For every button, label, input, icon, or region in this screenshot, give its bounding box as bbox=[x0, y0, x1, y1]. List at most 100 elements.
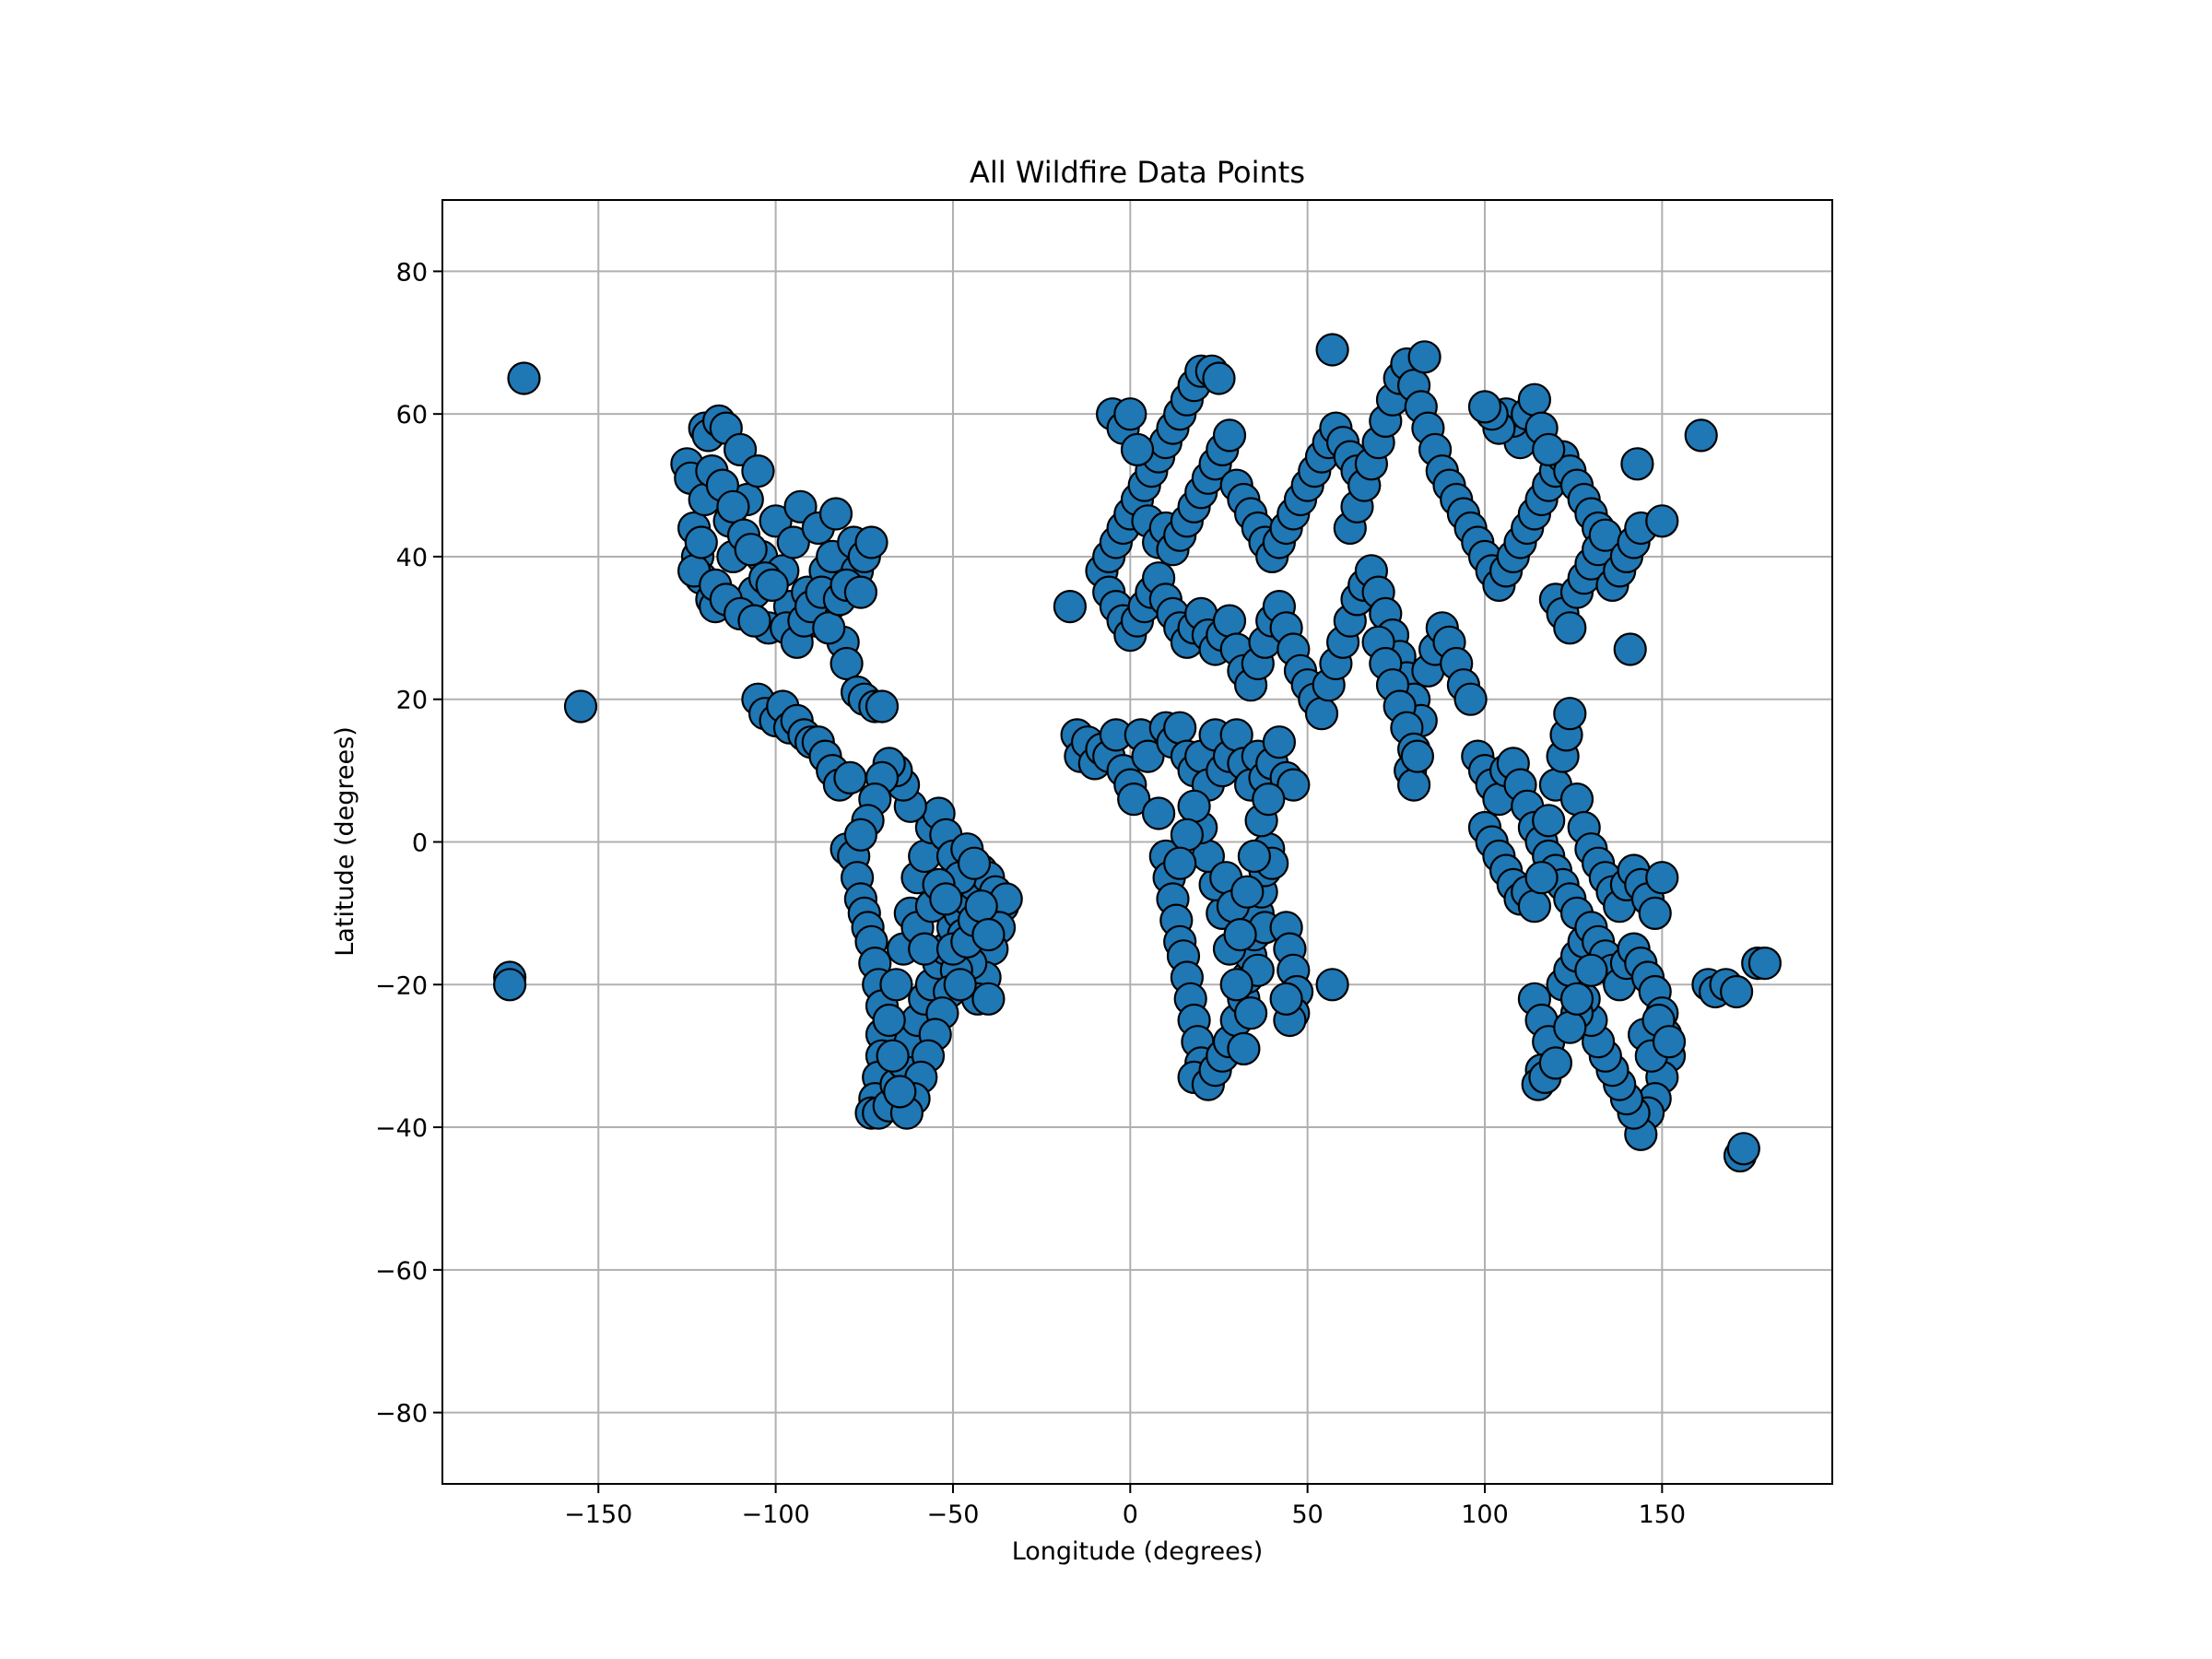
chart-title: All Wildfire Data Points bbox=[970, 155, 1305, 190]
data-point bbox=[776, 525, 810, 559]
data-point bbox=[971, 982, 1006, 1016]
data-point bbox=[1233, 996, 1268, 1030]
data-point bbox=[843, 575, 878, 609]
data-point bbox=[1553, 697, 1587, 731]
data-point bbox=[563, 689, 598, 724]
data-point bbox=[1726, 1132, 1760, 1166]
data-point bbox=[1517, 889, 1552, 924]
data-point bbox=[1262, 725, 1297, 759]
data-point bbox=[1252, 782, 1286, 817]
data-point bbox=[1113, 397, 1147, 431]
data-point bbox=[1574, 953, 1608, 987]
data-point bbox=[716, 489, 750, 524]
data-point bbox=[843, 818, 878, 852]
data-point bbox=[1532, 804, 1566, 838]
y-tick-label: −60 bbox=[375, 1257, 428, 1286]
data-point bbox=[1227, 1031, 1261, 1066]
data-point bbox=[971, 917, 1006, 952]
data-point bbox=[833, 760, 867, 795]
x-axis-label: Longitude (degrees) bbox=[1012, 1537, 1264, 1566]
data-point bbox=[1559, 982, 1594, 1016]
y-tick-label: −20 bbox=[375, 971, 428, 1000]
y-axis-label: Latitude (degrees) bbox=[331, 726, 359, 956]
data-point bbox=[879, 968, 913, 1002]
data-point bbox=[723, 432, 758, 466]
data-point bbox=[1212, 604, 1247, 638]
x-tick-label: −150 bbox=[564, 1500, 632, 1529]
x-tick-label: 100 bbox=[1461, 1500, 1509, 1529]
data-point bbox=[492, 968, 527, 1002]
data-point bbox=[1177, 789, 1211, 823]
data-point bbox=[1638, 896, 1672, 931]
data-point bbox=[1553, 611, 1587, 645]
data-point bbox=[1747, 946, 1783, 981]
y-tick-label: 60 bbox=[396, 401, 428, 429]
data-point bbox=[507, 361, 541, 395]
data-point bbox=[1517, 382, 1552, 417]
y-tick-label: 80 bbox=[396, 258, 428, 287]
data-point bbox=[883, 1075, 917, 1109]
data-point bbox=[1170, 818, 1205, 852]
y-tick-label: −40 bbox=[375, 1114, 428, 1143]
data-point bbox=[1400, 739, 1435, 773]
data-point bbox=[1620, 447, 1654, 481]
x-tick-label: −50 bbox=[926, 1500, 979, 1529]
data-point bbox=[755, 568, 789, 603]
data-point bbox=[1613, 632, 1647, 666]
data-point bbox=[1553, 1010, 1587, 1044]
data-point bbox=[1315, 968, 1349, 1002]
data-point bbox=[1453, 682, 1488, 716]
data-point bbox=[1559, 782, 1594, 817]
x-tick-label: −100 bbox=[742, 1500, 810, 1529]
data-point bbox=[830, 646, 864, 681]
data-point bbox=[1131, 739, 1165, 773]
data-point bbox=[854, 525, 888, 559]
data-point bbox=[872, 1003, 906, 1038]
data-point bbox=[1645, 504, 1679, 538]
data-point bbox=[1532, 432, 1566, 466]
x-tick-label: 50 bbox=[1291, 1500, 1323, 1529]
data-point bbox=[876, 1039, 910, 1073]
data-point bbox=[1684, 418, 1718, 453]
y-tick-label: 0 bbox=[412, 830, 428, 858]
data-point bbox=[812, 611, 846, 645]
data-point bbox=[734, 533, 768, 567]
data-point bbox=[1202, 361, 1236, 395]
data-point bbox=[1645, 861, 1679, 895]
x-axis-ticks: −150 −100 −50 0 50 100 150 bbox=[564, 1484, 1686, 1529]
data-point bbox=[1719, 974, 1754, 1009]
data-point bbox=[1141, 796, 1176, 830]
data-point bbox=[1212, 418, 1247, 453]
data-point bbox=[818, 497, 853, 531]
data-point bbox=[1315, 333, 1349, 367]
data-point bbox=[964, 889, 998, 924]
data-point bbox=[1223, 917, 1257, 952]
data-point bbox=[1053, 589, 1088, 624]
data-point bbox=[1120, 432, 1155, 466]
y-tick-label: 20 bbox=[396, 687, 428, 715]
data-point bbox=[865, 689, 900, 724]
x-tick-label: 150 bbox=[1639, 1500, 1687, 1529]
data-point bbox=[1304, 697, 1339, 731]
data-point bbox=[1396, 768, 1431, 802]
data-point bbox=[737, 604, 771, 638]
data-point bbox=[1219, 968, 1253, 1002]
data-point bbox=[908, 932, 942, 966]
y-tick-label: −80 bbox=[375, 1400, 428, 1429]
data-point bbox=[957, 846, 992, 880]
data-point bbox=[1538, 1046, 1573, 1080]
data-point bbox=[1163, 846, 1197, 880]
data-point bbox=[783, 489, 818, 524]
data-point bbox=[1524, 861, 1559, 895]
y-tick-label: 40 bbox=[396, 544, 428, 572]
data-point bbox=[684, 525, 718, 559]
data-point bbox=[1230, 875, 1265, 909]
data-point bbox=[1652, 1025, 1687, 1059]
data-point bbox=[929, 882, 963, 916]
data-point bbox=[1117, 782, 1151, 817]
data-point bbox=[1407, 340, 1441, 374]
data-points bbox=[492, 333, 1783, 1173]
data-point bbox=[1269, 982, 1303, 1016]
data-point bbox=[1277, 768, 1311, 802]
